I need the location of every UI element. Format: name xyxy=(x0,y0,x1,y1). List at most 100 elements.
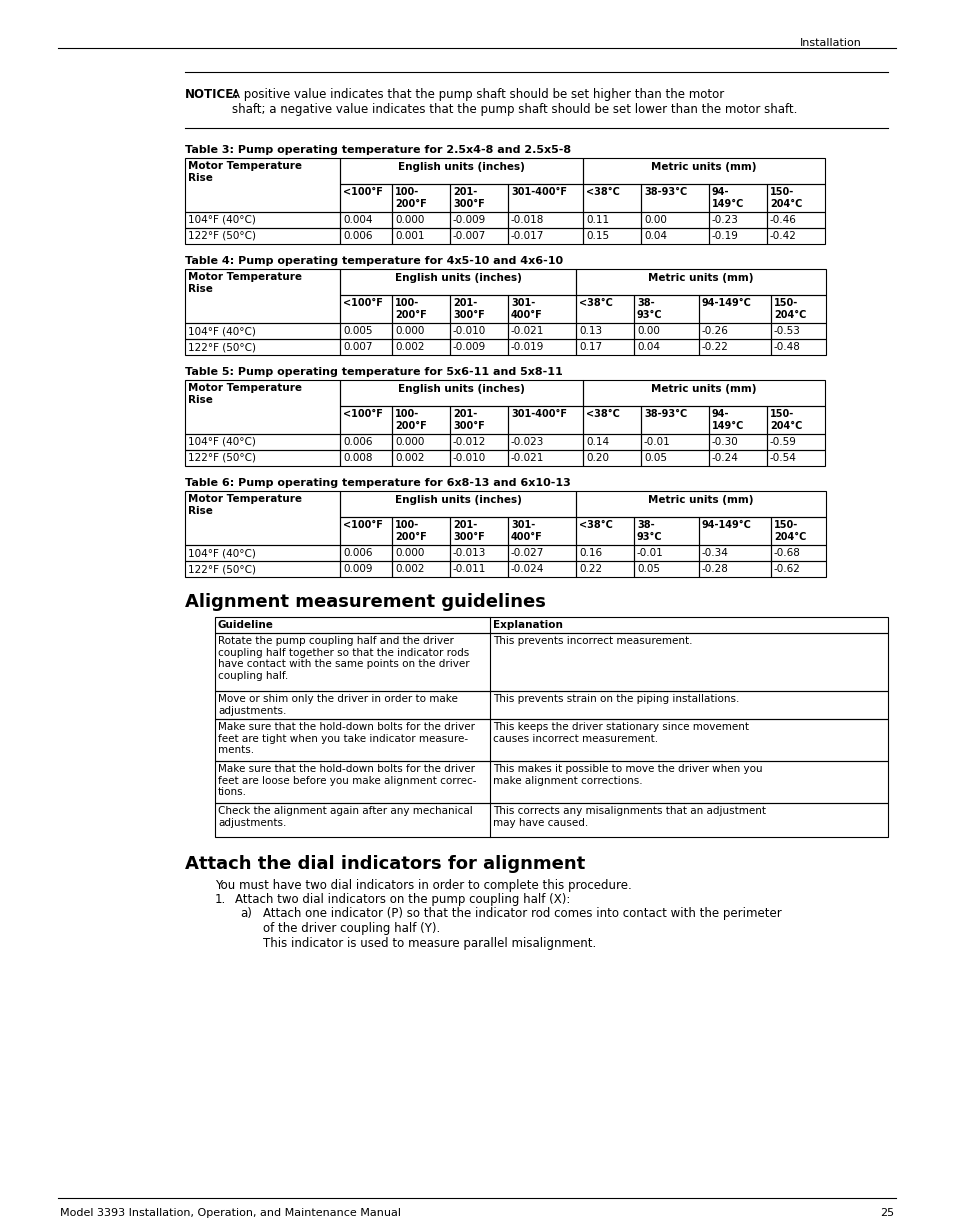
Bar xyxy=(214,761,887,802)
Bar xyxy=(699,517,770,545)
Bar xyxy=(507,545,576,561)
Bar xyxy=(339,184,392,212)
Bar xyxy=(339,212,392,228)
Bar xyxy=(450,184,507,212)
Text: -0.021: -0.021 xyxy=(511,326,544,336)
Text: 25: 25 xyxy=(879,1209,893,1218)
Bar xyxy=(392,323,450,339)
Text: Attach two dial indicators on the pump coupling half (X):: Attach two dial indicators on the pump c… xyxy=(234,893,570,906)
Bar xyxy=(214,617,887,633)
Bar xyxy=(185,491,339,545)
Text: 100-
200°F: 100- 200°F xyxy=(395,298,426,319)
Text: 0.05: 0.05 xyxy=(637,564,659,574)
Bar xyxy=(507,228,582,244)
Text: -0.68: -0.68 xyxy=(773,548,800,558)
Text: 38-
93°C: 38- 93°C xyxy=(637,298,662,319)
Bar xyxy=(392,561,450,577)
Text: -0.023: -0.023 xyxy=(511,437,544,447)
Text: -0.26: -0.26 xyxy=(701,326,728,336)
Text: Motor Temperature
Rise: Motor Temperature Rise xyxy=(188,161,302,183)
Bar xyxy=(582,434,640,450)
Text: -0.009: -0.009 xyxy=(453,342,486,352)
Bar xyxy=(392,294,450,323)
Text: 0.006: 0.006 xyxy=(343,231,372,240)
Text: 104°F (40°C): 104°F (40°C) xyxy=(188,437,255,447)
Text: Move or shim only the driver in order to make
adjustments.: Move or shim only the driver in order to… xyxy=(218,694,457,715)
Bar xyxy=(214,633,887,691)
Text: -0.48: -0.48 xyxy=(773,342,800,352)
Text: -0.46: -0.46 xyxy=(769,215,796,225)
Bar xyxy=(634,323,699,339)
Text: 201-
300°F: 201- 300°F xyxy=(453,298,484,319)
Text: This prevents incorrect measurement.: This prevents incorrect measurement. xyxy=(493,636,692,645)
Text: 100-
200°F: 100- 200°F xyxy=(395,409,426,431)
Text: Make sure that the hold-down bolts for the driver
feet are loose before you make: Make sure that the hold-down bolts for t… xyxy=(218,764,476,798)
Text: -0.19: -0.19 xyxy=(711,231,739,240)
Bar xyxy=(392,212,450,228)
Bar xyxy=(185,212,339,228)
Text: -0.01: -0.01 xyxy=(637,548,663,558)
Text: Metric units (mm): Metric units (mm) xyxy=(651,384,756,394)
Bar xyxy=(708,406,766,434)
Text: 104°F (40°C): 104°F (40°C) xyxy=(188,548,255,558)
Text: <38°C: <38°C xyxy=(578,298,612,308)
Text: 94-149°C: 94-149°C xyxy=(701,520,751,530)
Text: 0.002: 0.002 xyxy=(395,342,424,352)
Text: -0.017: -0.017 xyxy=(511,231,544,240)
Bar xyxy=(392,434,450,450)
Text: -0.30: -0.30 xyxy=(711,437,738,447)
Text: Metric units (mm): Metric units (mm) xyxy=(648,272,753,283)
Text: -0.53: -0.53 xyxy=(773,326,800,336)
Bar xyxy=(392,517,450,545)
Bar xyxy=(339,339,392,355)
Text: -0.54: -0.54 xyxy=(769,453,796,463)
Bar xyxy=(634,339,699,355)
Text: Explanation: Explanation xyxy=(493,620,562,629)
Text: 38-93°C: 38-93°C xyxy=(643,187,686,198)
Text: -0.021: -0.021 xyxy=(511,453,544,463)
Text: 0.000: 0.000 xyxy=(395,437,424,447)
Text: 0.13: 0.13 xyxy=(578,326,601,336)
Text: 104°F (40°C): 104°F (40°C) xyxy=(188,326,255,336)
Bar xyxy=(640,184,708,212)
Text: 94-149°C: 94-149°C xyxy=(701,298,751,308)
Bar xyxy=(339,450,392,466)
Text: 150-
204°C: 150- 204°C xyxy=(769,409,801,431)
Bar xyxy=(640,450,708,466)
Text: Installation: Installation xyxy=(800,38,861,48)
Text: -0.24: -0.24 xyxy=(711,453,739,463)
Bar xyxy=(339,406,392,434)
Bar xyxy=(576,339,634,355)
Text: 122°F (50°C): 122°F (50°C) xyxy=(188,342,255,352)
Bar xyxy=(699,339,770,355)
Text: <100°F: <100°F xyxy=(343,187,382,198)
Text: Metric units (mm): Metric units (mm) xyxy=(651,162,756,172)
Text: Model 3393 Installation, Operation, and Maintenance Manual: Model 3393 Installation, Operation, and … xyxy=(60,1209,400,1218)
Text: -0.024: -0.024 xyxy=(511,564,544,574)
Text: -0.62: -0.62 xyxy=(773,564,800,574)
Text: 0.007: 0.007 xyxy=(343,342,372,352)
Text: 0.04: 0.04 xyxy=(637,342,659,352)
Text: 100-
200°F: 100- 200°F xyxy=(395,187,426,209)
Text: Make sure that the hold-down bolts for the driver
feet are tight when you take i: Make sure that the hold-down bolts for t… xyxy=(218,721,475,755)
Bar xyxy=(708,434,766,450)
Text: 0.001: 0.001 xyxy=(395,231,424,240)
Text: 1.: 1. xyxy=(214,893,226,906)
Text: -0.22: -0.22 xyxy=(701,342,728,352)
Text: 301-400°F: 301-400°F xyxy=(511,187,566,198)
Text: 0.14: 0.14 xyxy=(585,437,608,447)
Bar xyxy=(339,269,576,294)
Text: 0.17: 0.17 xyxy=(578,342,601,352)
Text: -0.018: -0.018 xyxy=(511,215,544,225)
Text: 0.16: 0.16 xyxy=(578,548,601,558)
Bar xyxy=(339,545,392,561)
Bar xyxy=(450,434,507,450)
Bar xyxy=(770,339,825,355)
Text: This corrects any misalignments that an adjustment
may have caused.: This corrects any misalignments that an … xyxy=(493,806,765,827)
Text: -0.34: -0.34 xyxy=(701,548,728,558)
Bar xyxy=(582,158,824,184)
Bar xyxy=(185,339,339,355)
Text: 150-
204°C: 150- 204°C xyxy=(773,520,805,541)
Text: -0.23: -0.23 xyxy=(711,215,739,225)
Bar xyxy=(766,406,824,434)
